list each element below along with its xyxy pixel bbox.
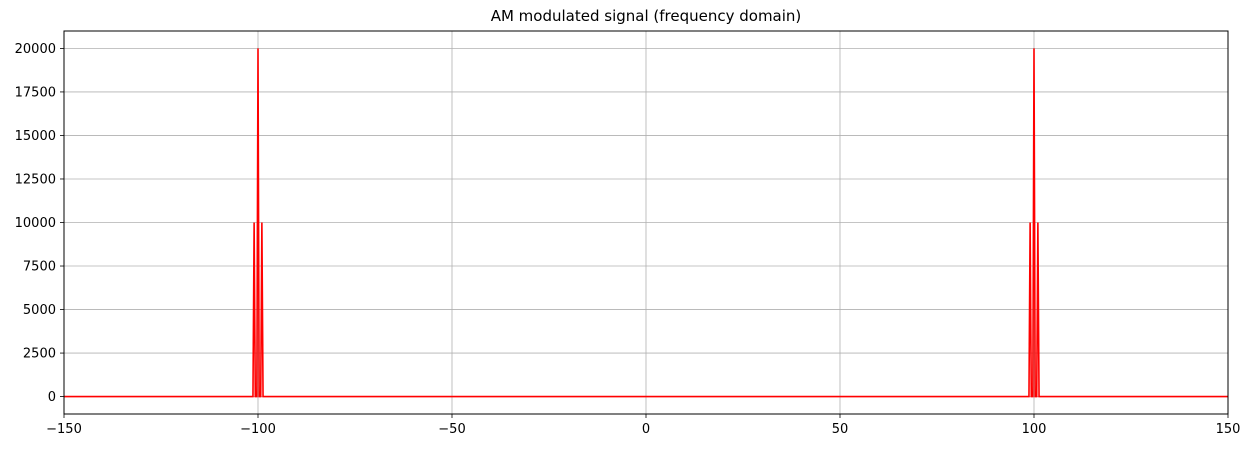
- y-tick-label: 7500: [23, 260, 56, 275]
- x-tick-label: 50: [832, 422, 849, 437]
- x-tick-label: −100: [240, 422, 276, 437]
- y-tick-label: 20000: [15, 42, 56, 57]
- x-tick-label: −50: [438, 422, 465, 437]
- y-tick-label: 2500: [23, 347, 56, 362]
- x-tick-label: 150: [1216, 422, 1241, 437]
- chart-title: AM modulated signal (frequency domain): [491, 7, 802, 25]
- x-tick-label: −150: [46, 422, 82, 437]
- series-line: [64, 48, 1228, 398]
- x-tick-label: 0: [642, 422, 650, 437]
- y-tick-label: 5000: [23, 303, 56, 318]
- y-tick-label: 12500: [15, 172, 56, 187]
- y-tick-label: 0: [48, 390, 56, 405]
- x-tick-label: 100: [1022, 422, 1047, 437]
- plot-lines: [64, 48, 1228, 398]
- y-tick-label: 17500: [15, 85, 56, 100]
- y-tick-label: 10000: [15, 216, 56, 231]
- x-axis-ticks: −150 −100 −50 0 50 100 150: [46, 414, 1240, 437]
- y-axis-ticks: 0 2500 5000 7500 10000 12500 15000 17500 20000: [15, 42, 64, 405]
- y-tick-label: 15000: [15, 129, 56, 144]
